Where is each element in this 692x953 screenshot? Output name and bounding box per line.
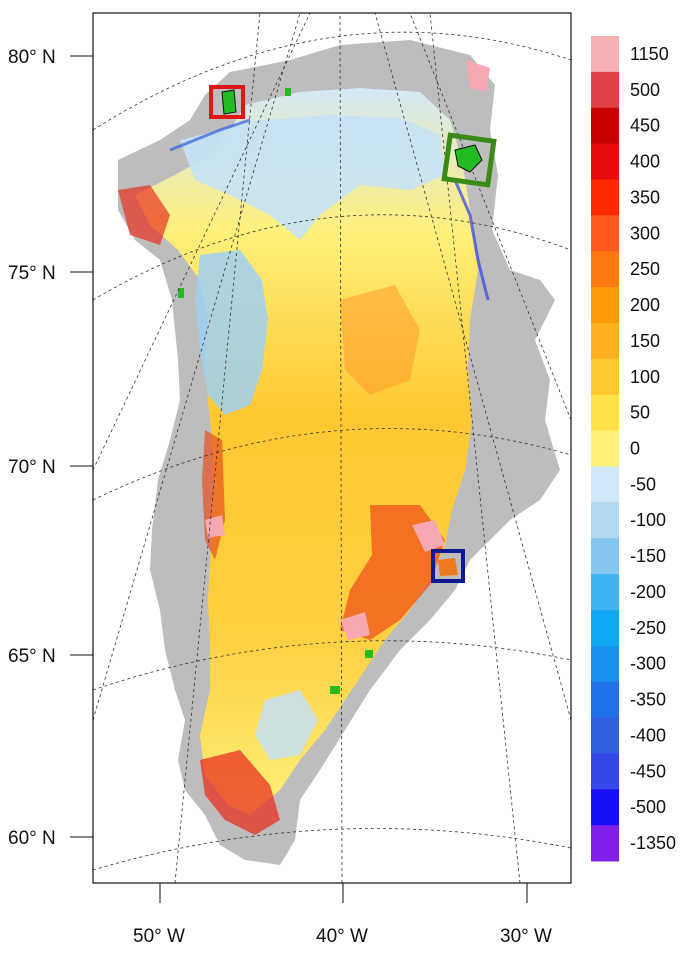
colorbar-swatch [591, 143, 619, 180]
lat-label-80: 80° N [8, 47, 56, 68]
colorbar-swatch [591, 358, 619, 396]
colorbar-label: 0 [630, 439, 640, 459]
pink-hotspot-3 [205, 515, 225, 538]
lon-label-30w: 30° W [500, 926, 552, 947]
green-patch-4 [285, 88, 291, 96]
colorbar-swatch [591, 394, 619, 432]
lon-label-50w: 50° W [133, 926, 185, 947]
colorbar-label: 150 [630, 331, 660, 351]
map-frame [92, 12, 572, 884]
colorbar-swatch [591, 538, 619, 575]
north-blue-margin [169, 118, 251, 152]
lat-label-70: 70° N [8, 457, 56, 478]
nw-thinning-region [195, 250, 268, 415]
colorbar-swatch [591, 179, 619, 216]
colorbar-label: 50 [630, 403, 650, 423]
colorbar-swatch [591, 322, 619, 360]
map-panel [93, 13, 571, 883]
colorbar-label: -100 [630, 510, 666, 530]
north-blue-region [180, 115, 445, 240]
green-patch-3 [178, 288, 184, 298]
colorbar-label: 250 [630, 259, 660, 279]
colorbar-label: -500 [630, 797, 666, 817]
green-patch-2 [365, 650, 373, 658]
lat-label-75: 75° N [8, 263, 56, 284]
colorbar-swatch [591, 753, 619, 790]
colorbar-swatch [591, 251, 619, 288]
colorbar-swatch [591, 717, 619, 754]
colorbar: 1150500450400350300250200150100500-50-10… [591, 36, 676, 862]
colorbar-label: -400 [630, 725, 666, 745]
colorbar-swatch [591, 574, 619, 611]
colorbar-label: -150 [630, 546, 666, 566]
lon-ticks [159, 883, 528, 903]
colorbar-swatch [591, 107, 619, 145]
colorbar-label: 400 [630, 152, 660, 172]
green-patch-1 [330, 686, 340, 694]
colorbar-label: 500 [630, 80, 660, 100]
colorbar-swatch [591, 215, 619, 252]
south-blue-region [255, 690, 318, 760]
southern-tip-red [200, 750, 280, 835]
pink-hotspot-1 [412, 520, 445, 552]
colorbar-swatch [591, 825, 619, 862]
colorbar-label: 350 [630, 187, 660, 207]
colorbar-swatch [591, 645, 619, 683]
colorbar-label: -450 [630, 761, 666, 781]
red-marker-box [209, 85, 245, 119]
east-blue-margin [453, 179, 490, 301]
colorbar-label: -250 [630, 618, 666, 638]
colorbar-label: 1150 [630, 44, 669, 64]
colorbar-label: -300 [630, 654, 666, 674]
navy-marker-box [431, 549, 465, 583]
colorbar-swatch [591, 466, 619, 503]
pink-hotspot-2 [340, 612, 370, 640]
lon-label-40w: 40° W [316, 926, 368, 947]
colorbar-label: -350 [630, 690, 666, 710]
colorbar-swatch [591, 502, 619, 539]
pink-hotspot-4 [466, 60, 490, 92]
lat-label-60: 60° N [8, 828, 56, 849]
colorbar-swatch [591, 681, 619, 719]
colorbar-label: -1350 [630, 833, 676, 853]
nw-margin-red [118, 185, 170, 245]
colorbar-label: 100 [630, 367, 660, 387]
east-orange-region [340, 285, 420, 395]
colorbar-label: 200 [630, 295, 660, 315]
colorbar-label: 450 [630, 116, 660, 136]
colorbar-label: -200 [630, 582, 666, 602]
colorbar-swatch [591, 71, 619, 109]
colorbar-swatch [591, 430, 619, 467]
lat-ticks [70, 55, 93, 838]
colorbar-label: 300 [630, 223, 660, 243]
colorbar-swatch [591, 789, 619, 826]
colorbar-swatch [591, 36, 619, 73]
graticule [93, 13, 571, 883]
colorbar-swatch [591, 609, 619, 647]
colorbar-label: -50 [630, 474, 656, 494]
green-marker-box [441, 132, 497, 188]
lat-label-65: 65° N [8, 646, 56, 667]
colorbar-swatch [591, 287, 619, 324]
